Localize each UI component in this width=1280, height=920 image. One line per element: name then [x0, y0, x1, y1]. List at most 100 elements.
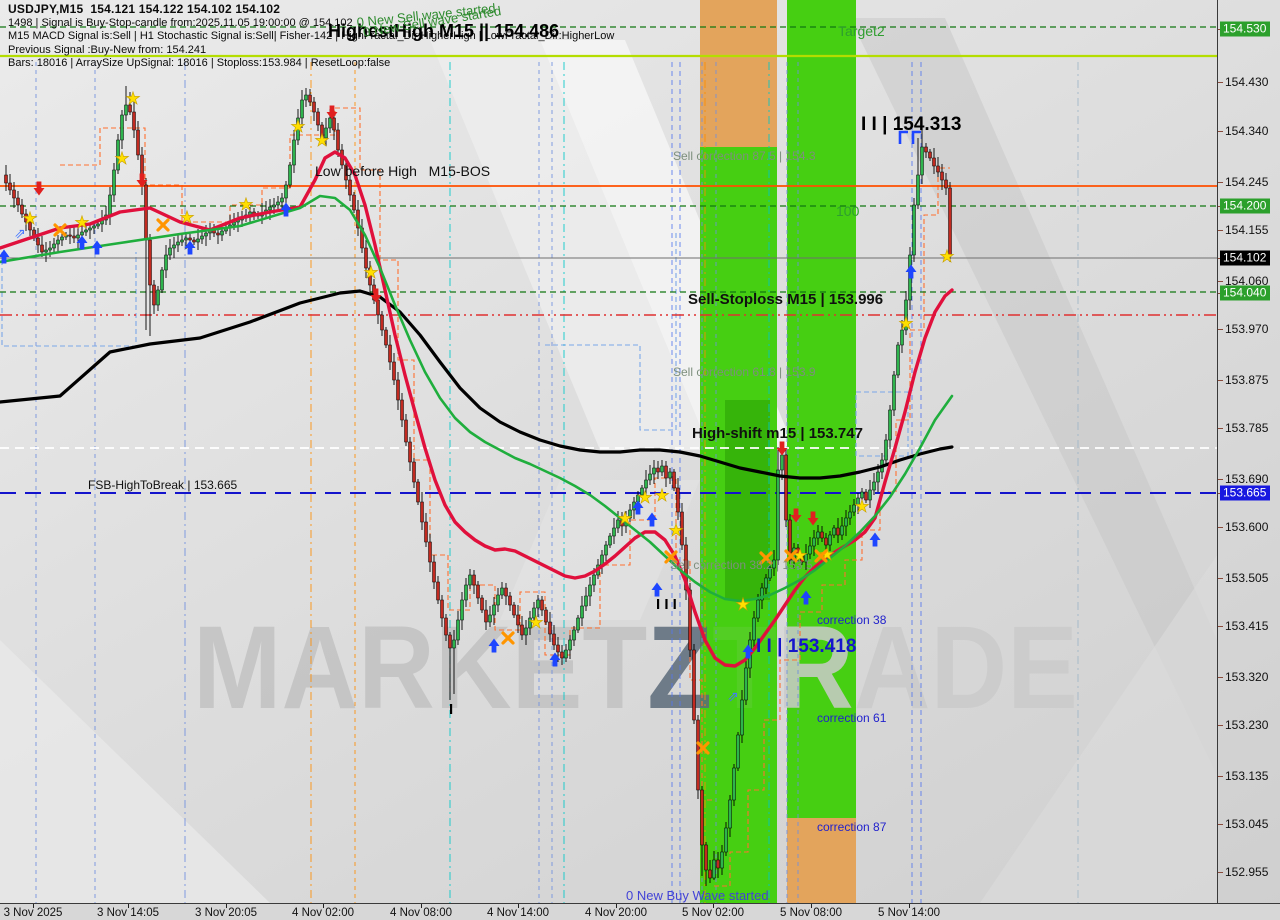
bear-candle [132, 111, 136, 131]
bear-candle [692, 649, 696, 721]
price-tick-mark [1218, 626, 1223, 627]
bear-candle [8, 182, 12, 191]
bear-candle [416, 481, 420, 503]
bull-candle [780, 454, 784, 471]
sell-arrow-icon [33, 181, 45, 196]
bear-candle [392, 361, 396, 381]
x-mark-icon [156, 218, 170, 232]
signal-star-icon: ★ [114, 149, 129, 169]
price-label: 153.320 [1225, 670, 1269, 684]
bear-candle [924, 146, 928, 153]
x-mark-icon [814, 549, 828, 563]
stepped-indicator-line [1, 252, 137, 347]
bear-candle [348, 179, 352, 196]
indicator-line: M15 MACD Signal is:Sell | H1 Stochastic … [8, 30, 615, 42]
bull-candle [200, 235, 204, 240]
bull-candle [736, 734, 740, 769]
time-tick-mark [33, 904, 34, 908]
stepped-indicator-line [714, 167, 950, 887]
buy-arrow-icon [76, 235, 88, 250]
price-tag: 154.530 [1220, 21, 1271, 37]
bull-candle [764, 577, 768, 589]
bear-candle [932, 157, 936, 167]
bull-candle [608, 535, 612, 546]
chart-annotation: I I | 153.418 [756, 636, 857, 657]
bull-candle [524, 627, 528, 636]
bear-candle [784, 454, 788, 521]
bull-candle [660, 465, 664, 473]
buy-arrow-icon [549, 652, 561, 667]
bear-candle [944, 179, 948, 189]
time-label: 5 Nov 02:00 [681, 907, 745, 919]
price-label: 153.600 [1225, 520, 1269, 534]
bear-candle [344, 164, 348, 181]
bear-candle [12, 189, 16, 199]
bear-candle [16, 197, 20, 206]
bear-candle [684, 544, 688, 591]
watermark-logo-shape [850, 18, 1217, 775]
x-mark-icon [759, 551, 773, 565]
bull-candle [324, 127, 328, 139]
x-mark-icon [501, 631, 515, 645]
price-tag: 153.665 [1220, 485, 1271, 501]
bear-candle [68, 234, 72, 237]
sell-arrow-icon [136, 173, 148, 188]
sell-arrow-icon [370, 288, 382, 303]
bear-candle [148, 239, 152, 286]
bull-candle [280, 197, 284, 203]
bull-candle [744, 667, 748, 701]
x-mark-icon [664, 550, 678, 564]
bull-candle [760, 587, 764, 601]
x-mark-icon [784, 549, 798, 563]
sell-arrow-icon [807, 511, 819, 526]
bear-candle [800, 555, 804, 563]
bear-candle [420, 501, 424, 523]
previous-signal-line: Previous Signal :Buy-New from: 154.241 [8, 43, 207, 56]
ma-slow-black [0, 289, 954, 480]
bull-candle [720, 851, 724, 869]
bear-candle [472, 574, 476, 586]
candlestick-chart[interactable]: MARKETZTRADE★ ★★★★★★★★★★★ ★★★★ ★★★★⇗⇗ [0, 0, 1217, 903]
chart-annotation: High-shift m15 | 153.747 [692, 425, 863, 442]
bull-candle [920, 146, 924, 176]
bull-candle [640, 487, 644, 496]
bull-candle [668, 471, 672, 479]
price-label: 153.415 [1225, 619, 1269, 633]
bull-candle [888, 409, 892, 441]
bull-candle [884, 439, 888, 461]
bear-candle [520, 624, 524, 636]
time-tick-mark [909, 904, 910, 908]
bull-candle [120, 114, 124, 141]
price-tick-mark [1218, 82, 1223, 83]
chart-canvas[interactable]: MARKETZTRADE ★ ★ ★ ★ ★ ★ ★ ★ ★ ★ ★ ★ ★ ★ ★ ★ ★ ★ ★ ★ ⇗ ⇗ USDJP… [0, 0, 1217, 903]
signal-star-icon: ★ [939, 247, 954, 267]
time-axis[interactable]: 3 Nov 2025 3 Nov 14:05 3 Nov 20:05 4 Nov 02… [0, 903, 1280, 920]
bear-candle [332, 117, 336, 131]
price-label: 153.690 [1225, 472, 1269, 486]
bull-candle [712, 859, 716, 879]
bull-candle [268, 206, 272, 211]
bull-candle [816, 531, 820, 539]
bull-candle [112, 169, 116, 196]
price-axis[interactable]: 154.530 154.430 154.340 154.245 154.200 154.1… [1217, 0, 1280, 903]
price-label: 153.135 [1225, 769, 1269, 783]
ma-fast-red [0, 150, 954, 668]
bull-candle [536, 599, 540, 609]
chart-annotation: Sell correction 38.2 | 153.5 [670, 558, 813, 572]
bull-candle [52, 243, 56, 249]
bull-candle [872, 481, 876, 491]
cursor-arrow-icon: ⇗ [727, 689, 739, 705]
bear-candle [376, 299, 380, 316]
bear-candle [192, 239, 196, 243]
buy-arrow-icon [800, 590, 812, 605]
bull-candle [204, 232, 208, 237]
bull-candle [300, 99, 304, 119]
time-label: 5 Nov 14:00 [877, 907, 941, 919]
signal-star-icon: ★ [668, 521, 683, 541]
time-label: 5 Nov 08:00 [779, 907, 843, 919]
bear-candle [788, 519, 792, 561]
signal-star-icon: ★ [528, 613, 543, 633]
price-tick-mark [1218, 428, 1223, 429]
chart-annotation: I [449, 701, 454, 718]
